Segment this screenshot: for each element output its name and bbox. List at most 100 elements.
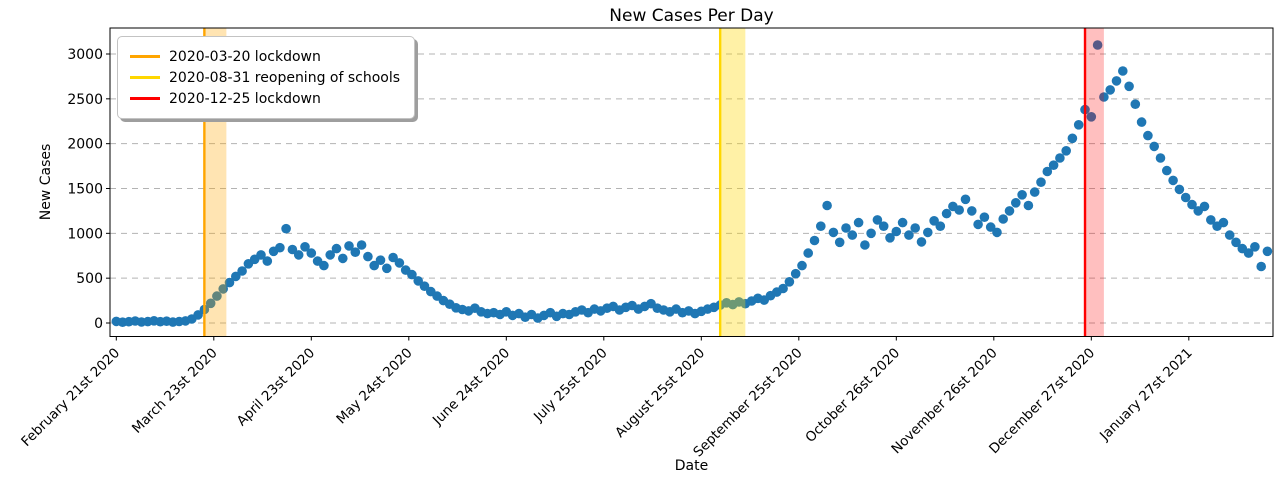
data-point [1243, 248, 1254, 258]
data-point [816, 221, 826, 231]
x-axis-label: Date [674, 458, 709, 474]
x-tick-label: December 27st 2020 [986, 345, 1098, 457]
x-tick-label: March 23st 2020 [129, 345, 221, 437]
legend-label: 2020-08-31 reopening of schools [169, 69, 401, 86]
data-point [1086, 112, 1097, 122]
data-point [809, 235, 820, 246]
data-point [1067, 133, 1078, 144]
data-point [1256, 261, 1266, 272]
chart-title: New Cases Per Day [609, 6, 774, 26]
x-tick-label: August 25st 2020 [612, 345, 708, 441]
data-point [834, 237, 845, 248]
data-point [193, 310, 203, 320]
data-point [885, 233, 895, 243]
legend-line-swatch [130, 97, 160, 100]
data-point [784, 277, 795, 287]
data-point [419, 281, 430, 292]
data-point [256, 250, 266, 260]
data-point [231, 271, 241, 282]
data-point [941, 208, 952, 219]
x-tick-label: January 27st 2021 [1096, 345, 1195, 444]
gridlines [110, 53, 1273, 324]
y-tick-label: 1000 [67, 226, 103, 242]
data-point [319, 260, 329, 271]
data-point [218, 284, 228, 294]
legend: 2020-03-20 lockdown 2020-08-31 reopening … [117, 36, 416, 119]
data-point [1262, 246, 1273, 257]
data-point [1055, 153, 1065, 163]
data-point [998, 214, 1008, 224]
data-point [325, 250, 336, 260]
data-point [904, 230, 914, 240]
data-point [1105, 85, 1115, 95]
data-point [866, 228, 876, 239]
y-tick-label: 0 [94, 316, 103, 332]
data-point [1218, 217, 1229, 228]
x-tick-label: February 21st 2020 [18, 345, 123, 450]
data-point [262, 256, 273, 266]
x-tick-label: October 26st 2020 [802, 345, 903, 446]
data-point [790, 268, 801, 279]
x-tick-label: April 23st 2020 [234, 345, 318, 429]
data-point [205, 298, 216, 309]
data-point [992, 227, 1002, 238]
data-point [1206, 215, 1216, 225]
event-band [1085, 28, 1104, 337]
data-point [1118, 66, 1128, 76]
data-point [224, 277, 235, 288]
data-point [916, 237, 927, 247]
y-axis-label: New Cases [38, 143, 54, 221]
data-point [1017, 190, 1027, 200]
data-point [1199, 201, 1210, 212]
data-point [872, 215, 883, 225]
axes-frame [109, 27, 1274, 337]
data-point [860, 240, 870, 250]
data-point [287, 244, 298, 255]
legend-label: 2020-12-25 lockdown [169, 90, 321, 107]
data-point [1231, 237, 1241, 248]
data-point [1073, 120, 1084, 130]
data-point [1099, 92, 1109, 102]
y-tick-label: 2000 [67, 137, 103, 153]
data-point [1130, 99, 1141, 109]
data-point [878, 221, 889, 231]
scatter-series [111, 40, 1273, 328]
data-point [1250, 242, 1260, 252]
data-point [1136, 117, 1147, 127]
data-point [363, 251, 373, 262]
data-point [967, 206, 977, 216]
data-point [910, 223, 920, 233]
data-point [275, 242, 285, 253]
data-point [1187, 199, 1197, 210]
data-point [388, 252, 398, 263]
legend-line-swatch [130, 76, 160, 79]
x-tick-label: November 26st 2020 [888, 345, 1000, 457]
y-tick-label: 1500 [67, 181, 103, 197]
data-point [338, 253, 348, 264]
data-point [306, 248, 317, 258]
data-point [1048, 160, 1059, 170]
data-point [822, 200, 832, 211]
data-point [973, 219, 983, 230]
x-tick-label: May 24st 2020 [333, 345, 415, 427]
data-point [1061, 146, 1071, 156]
data-point [979, 212, 990, 222]
y-tick-label: 2500 [67, 92, 103, 108]
y-tick-label: 3000 [67, 47, 103, 63]
data-point [369, 260, 380, 271]
data-point [778, 283, 788, 294]
data-point [828, 227, 839, 238]
data-point [293, 250, 304, 260]
legend-line-swatch [130, 55, 160, 58]
data-point [1149, 141, 1159, 152]
data-point [1168, 175, 1178, 186]
data-point [375, 255, 386, 265]
legend-item: 2020-03-20 lockdown [130, 46, 400, 67]
data-point [344, 241, 354, 251]
data-point [1029, 187, 1040, 197]
data-point [935, 221, 946, 231]
data-point [356, 240, 367, 250]
data-point [847, 230, 858, 240]
data-point [1042, 166, 1053, 177]
